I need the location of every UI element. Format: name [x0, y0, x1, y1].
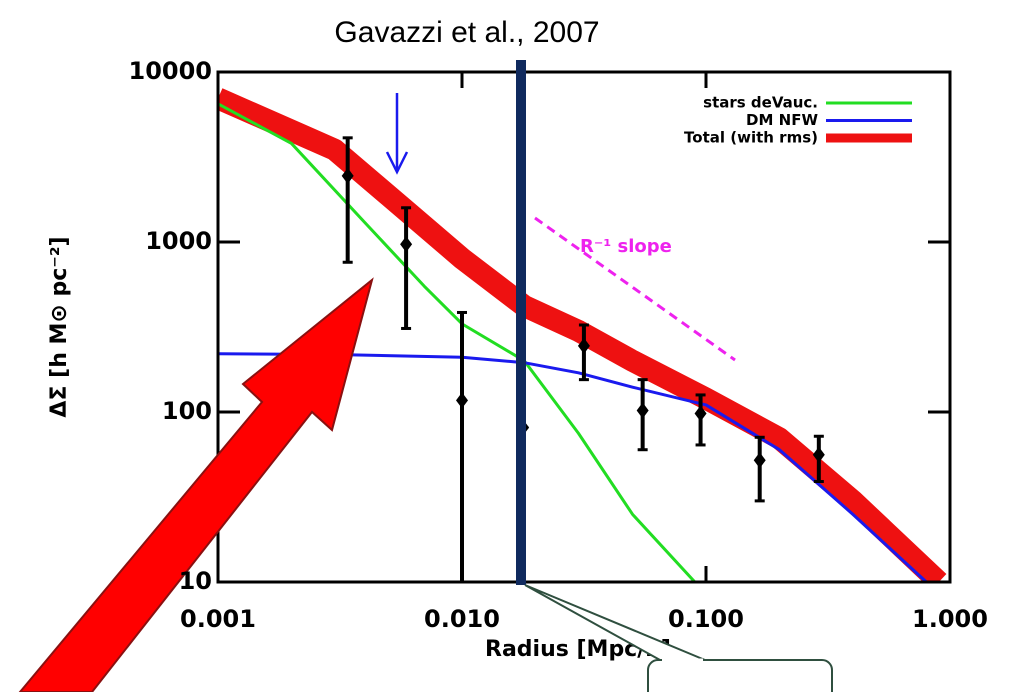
- data-point: [636, 402, 649, 419]
- plot-frame: [216, 70, 952, 584]
- pointer-arrow: [18, 277, 374, 692]
- x-tick-label: 0.001: [180, 605, 256, 633]
- y-tick-label: 100: [162, 397, 212, 425]
- y-axis-label: ΔΣ [h M⊙ pc⁻²]: [47, 236, 72, 417]
- x-tick-label: 1.000: [912, 605, 988, 633]
- callout: [524, 584, 833, 692]
- data-point: [341, 167, 354, 184]
- blue-arrow: [385, 93, 409, 175]
- data-point: [694, 405, 707, 422]
- marker-bar: [516, 60, 526, 585]
- legend-label: Total (with rms): [684, 129, 818, 147]
- data-point: [812, 446, 825, 463]
- x-tick-label: 0.010: [424, 605, 500, 633]
- y-tick-label: 1000: [145, 227, 212, 255]
- data-point: [577, 337, 590, 354]
- legend-label: DM NFW: [746, 111, 818, 129]
- data-point: [400, 236, 413, 253]
- y-tick-label: 10000: [129, 57, 213, 85]
- legend-label: stars deVauc.: [703, 94, 818, 112]
- data-point: [753, 452, 766, 469]
- slope-annotation: R⁻¹ slope: [580, 236, 672, 257]
- plot-area: [218, 88, 947, 582]
- series-line: [218, 88, 947, 582]
- series-line: [218, 102, 696, 582]
- y-tick-label: 10: [179, 567, 212, 595]
- chart-title: Gavazzi et al., 2007: [334, 16, 599, 49]
- slope-line: [534, 216, 736, 362]
- x-tick-label: 0.100: [668, 605, 744, 633]
- data-point: [456, 392, 468, 409]
